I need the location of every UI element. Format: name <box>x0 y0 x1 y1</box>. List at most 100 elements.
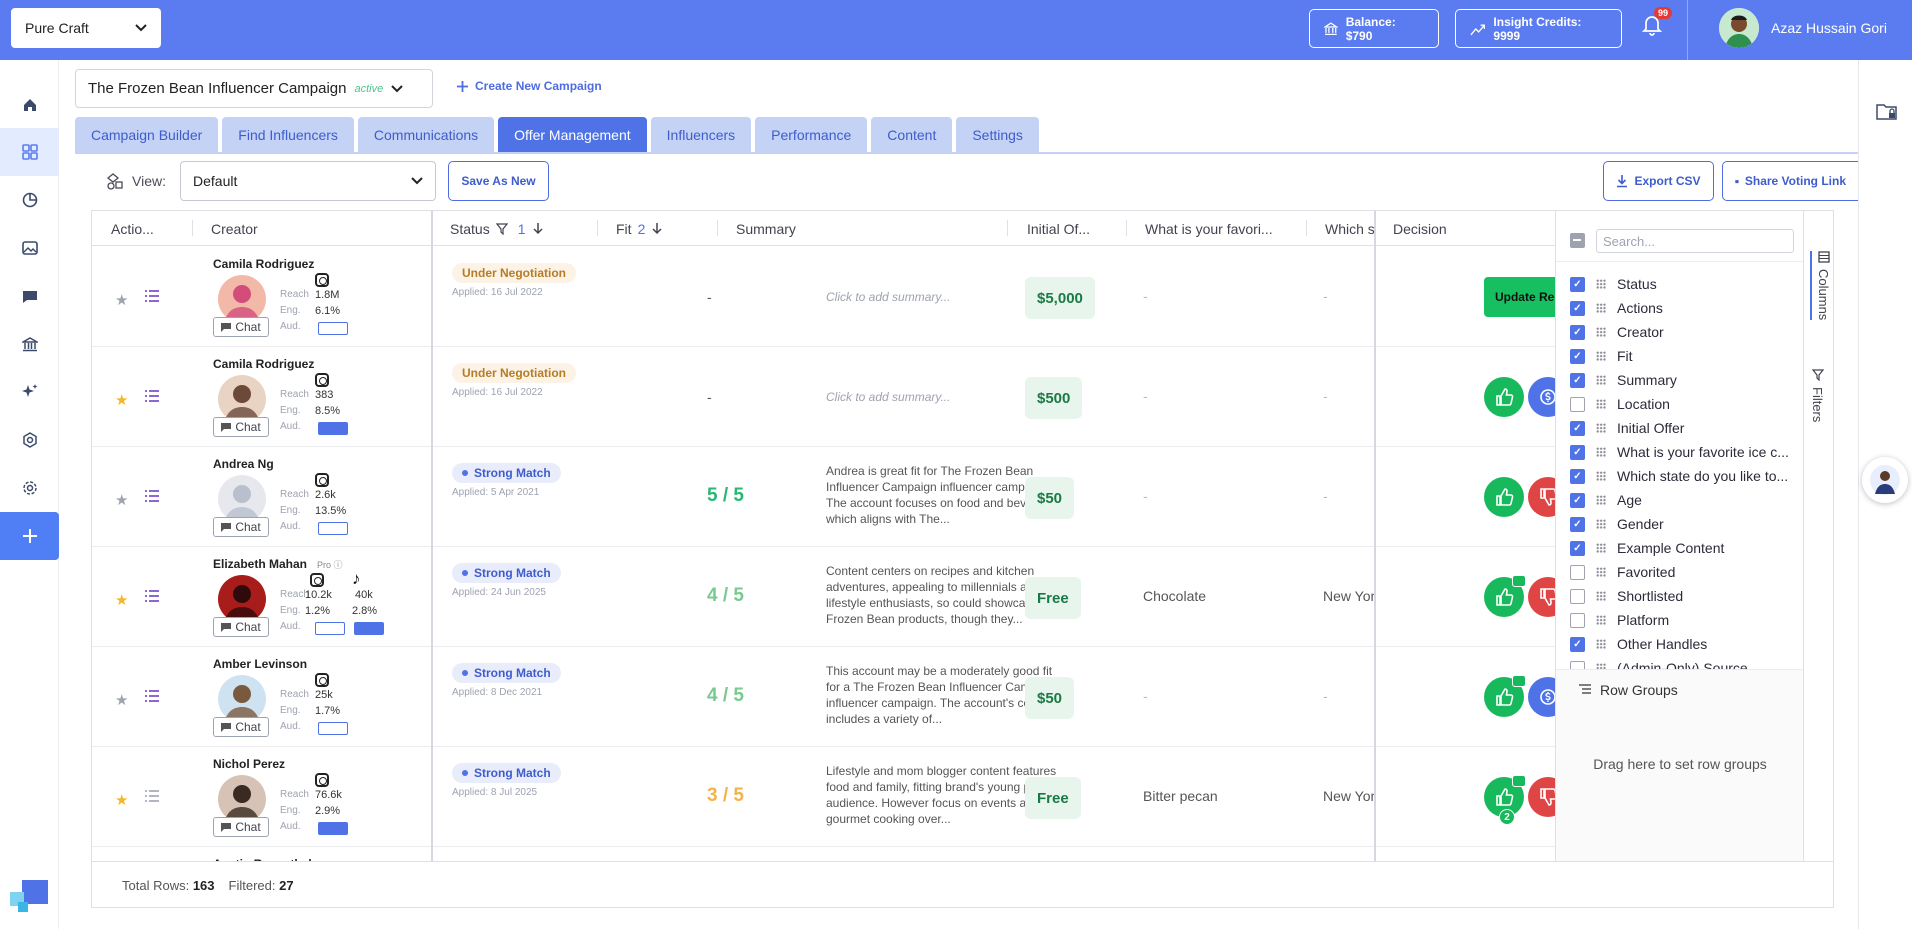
tab-offer-management[interactable]: Offer Management <box>498 117 647 152</box>
column-checkbox[interactable] <box>1570 564 1585 580</box>
instagram-icon[interactable] <box>315 673 329 687</box>
favorite-star-icon[interactable]: ★ <box>115 292 129 309</box>
col-header-which-state[interactable]: Which s <box>1325 211 1381 246</box>
chat-button[interactable]: Chat <box>213 717 269 737</box>
drag-handle-icon[interactable] <box>1596 303 1606 313</box>
column-checkbox[interactable]: ✓ <box>1570 516 1585 532</box>
summary-text[interactable]: Click to add summary... <box>826 290 951 304</box>
column-toggle-item[interactable]: Platform <box>1570 608 1669 632</box>
column-search-input[interactable]: Search... <box>1596 229 1794 253</box>
drag-handle-icon[interactable] <box>1596 495 1606 505</box>
shortlist-icon[interactable] <box>144 289 160 303</box>
favorite-star-icon[interactable]: ★ <box>115 592 129 609</box>
save-as-new-button[interactable]: Save As New <box>448 161 549 201</box>
drag-handle-icon[interactable] <box>1596 375 1606 385</box>
folder-lock-icon[interactable] <box>1876 102 1898 122</box>
workspace-select[interactable]: Pure Craft <box>11 8 161 48</box>
summary-text[interactable]: Content centers on recipes and kitchen a… <box>826 564 1062 626</box>
column-toggle-item[interactable]: ✓ Which state do you like to... <box>1570 464 1788 488</box>
drag-handle-icon[interactable] <box>1596 591 1606 601</box>
tab-settings[interactable]: Settings <box>956 117 1039 152</box>
tab-columns-panel[interactable]: Columns <box>1810 251 1831 321</box>
column-checkbox[interactable] <box>1570 612 1585 628</box>
view-select[interactable]: Default <box>180 161 436 201</box>
column-checkbox[interactable]: ✓ <box>1570 444 1585 460</box>
status-cell[interactable]: Under Negotiation Applied: 16 Jul 2022 <box>432 247 612 347</box>
drag-handle-icon[interactable] <box>1596 663 1606 669</box>
column-checkbox[interactable]: ✓ <box>1570 372 1585 388</box>
column-checkbox[interactable]: ✓ <box>1570 300 1585 316</box>
insight-credits-button[interactable]: Insight Credits: 9999 <box>1455 9 1622 48</box>
share-voting-link-button[interactable]: Share Voting Link <box>1722 161 1858 201</box>
status-cell[interactable]: Strong Match Applied: 8 Dec 2021 <box>432 647 612 747</box>
favorite-star-icon[interactable]: ★ <box>115 792 129 809</box>
avatar[interactable] <box>218 675 266 723</box>
column-toggle-item[interactable]: ✓ Actions <box>1570 296 1663 320</box>
favorite-star-icon[interactable]: ★ <box>115 392 129 409</box>
status-cell[interactable]: Under Negotiation Applied: 16 Jul 2022 <box>432 347 612 447</box>
audience-badge[interactable] <box>315 622 345 635</box>
column-toggle-item[interactable]: ✓ What is your favorite ice c... <box>1570 440 1789 464</box>
campaign-select[interactable]: The Frozen Bean Influencer Campaign acti… <box>75 69 433 108</box>
sidebar-integrations[interactable] <box>0 416 59 464</box>
table-row[interactable]: ★ Andrea Ng Chat Reach Eng. Aud. 2.6k 13.5% Stro… <box>92 447 1568 547</box>
column-toggle-item[interactable]: Location <box>1570 392 1670 416</box>
col-header-fit[interactable]: Fit 2 <box>616 211 696 246</box>
tab-influencers[interactable]: Influencers <box>650 117 752 152</box>
status-cell[interactable]: Strong Match Applied: 5 Apr 2021 <box>432 447 612 547</box>
column-checkbox[interactable] <box>1570 660 1585 669</box>
column-toggle-item[interactable]: ✓ Fit <box>1570 344 1633 368</box>
drag-handle-icon[interactable] <box>1596 471 1606 481</box>
accept-button[interactable] <box>1484 377 1524 417</box>
tab-content[interactable]: Content <box>871 117 953 152</box>
chat-button[interactable]: Chat <box>213 517 269 537</box>
drag-handle-icon[interactable] <box>1596 543 1606 553</box>
drag-handle-icon[interactable] <box>1596 519 1606 529</box>
instagram-icon[interactable] <box>315 373 329 387</box>
shortlist-icon[interactable] <box>144 389 160 403</box>
status-cell[interactable]: Strong Match Applied: 24 Jun 2025 <box>432 547 612 647</box>
column-toggle-item[interactable]: (Admin-Only) Source <box>1570 656 1748 669</box>
column-toggle-item[interactable]: Favorited <box>1570 560 1675 584</box>
column-checkbox[interactable]: ✓ <box>1570 420 1585 436</box>
drag-handle-icon[interactable] <box>1596 351 1606 361</box>
audience-badge[interactable] <box>318 722 348 735</box>
sidebar-create-button[interactable] <box>0 512 59 560</box>
shortlist-icon[interactable] <box>144 789 160 803</box>
sidebar-ai[interactable] <box>0 368 59 416</box>
table-row[interactable]: ★ Amber Levinson Chat Reach Eng. Aud. 25k 1.7% S… <box>92 647 1612 747</box>
shortlist-icon[interactable] <box>144 689 160 703</box>
instagram-icon[interactable] <box>315 473 329 487</box>
balance-button[interactable]: Balance: $790 <box>1309 9 1439 48</box>
column-toggle-item[interactable]: ✓ Status <box>1570 272 1657 296</box>
tab-communications[interactable]: Communications <box>357 117 495 152</box>
sidebar-settings[interactable] <box>0 464 59 512</box>
column-checkbox[interactable]: ✓ <box>1570 324 1585 340</box>
sidebar-analytics[interactable] <box>0 176 59 224</box>
column-toggle-item[interactable]: ✓ Summary <box>1570 368 1677 392</box>
accept-button[interactable] <box>1484 477 1524 517</box>
column-checkbox[interactable]: ✓ <box>1570 540 1585 556</box>
drag-handle-icon[interactable] <box>1596 615 1606 625</box>
audience-badge[interactable] <box>318 322 348 335</box>
instagram-icon[interactable] <box>315 773 329 787</box>
instagram-icon[interactable] <box>315 273 329 287</box>
col-header-status[interactable]: Status 1 <box>450 211 600 246</box>
audience-badge[interactable] <box>318 422 348 435</box>
column-toggle-item[interactable]: ✓ Other Handles <box>1570 632 1707 656</box>
column-toggle-item[interactable]: ✓ Creator <box>1570 320 1664 344</box>
drag-handle-icon[interactable] <box>1596 399 1606 409</box>
drag-handle-icon[interactable] <box>1596 567 1606 577</box>
chat-button[interactable]: Chat <box>213 817 269 837</box>
col-header-creator[interactable]: Creator <box>211 211 361 246</box>
accept-button[interactable]: 2 <box>1484 775 1526 825</box>
col-header-decision[interactable]: Decision <box>1393 211 1513 246</box>
column-toggle-item[interactable]: ✓ Gender <box>1570 512 1664 536</box>
chat-button[interactable]: Chat <box>213 317 269 337</box>
table-row[interactable]: ★ Camila Rodriguez Chat Reach Eng. Aud. 1.8M 6.… <box>92 247 1630 347</box>
sidebar-media[interactable] <box>0 224 59 272</box>
summary-text[interactable]: This account may be a moderately good fi… <box>826 664 1060 726</box>
sidebar-campaigns[interactable] <box>0 128 59 176</box>
column-toggle-item[interactable]: ✓ Example Content <box>1570 536 1724 560</box>
row-groups-dropzone[interactable]: Row Groups Drag here to set row groups <box>1556 669 1804 861</box>
